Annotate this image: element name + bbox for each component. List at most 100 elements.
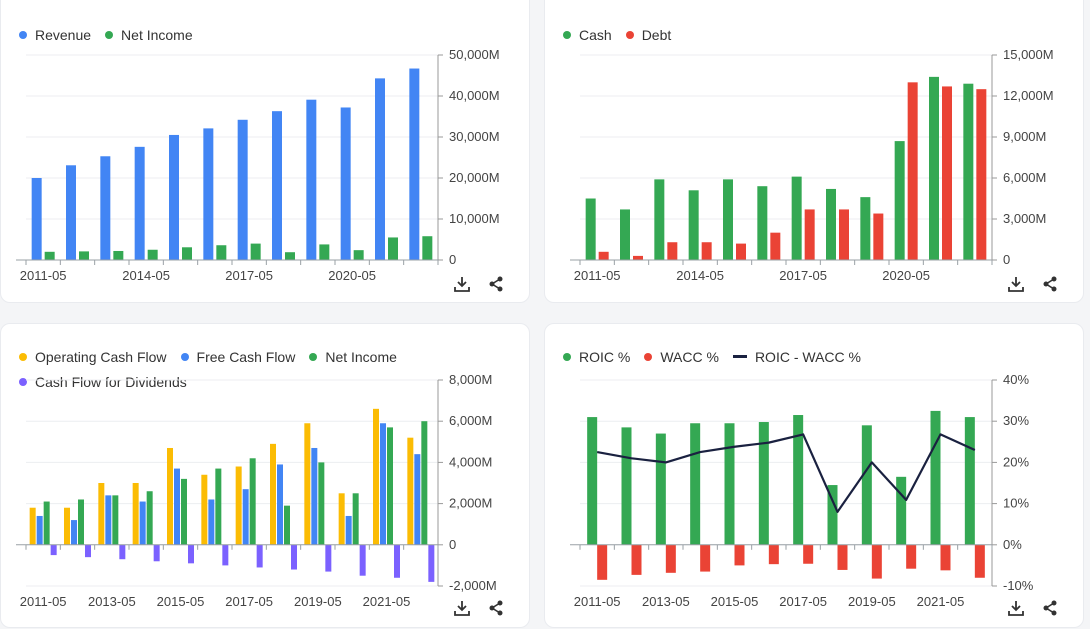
share-icon[interactable] <box>1041 599 1059 617</box>
bar <box>353 250 364 260</box>
bar <box>306 99 317 260</box>
legend: ROIC % WACC % ROIC - WACC % <box>563 344 875 369</box>
legend: Cash Debt <box>563 22 685 47</box>
legend-item-net-income[interactable]: Net Income <box>105 27 193 43</box>
bar <box>394 544 400 578</box>
x-tick-label: 2019-05 <box>294 594 342 609</box>
bar <box>930 410 941 545</box>
bar <box>827 485 838 545</box>
bar <box>976 89 987 261</box>
y-tick-label: -10% <box>1003 578 1034 593</box>
legend-item-cash[interactable]: Cash <box>563 27 612 43</box>
x-tick-label: 2021-05 <box>363 594 411 609</box>
bar <box>64 507 70 545</box>
legend-label: WACC % <box>660 348 719 365</box>
bar <box>597 544 608 580</box>
y-tick-label: 8,000M <box>449 372 492 387</box>
x-tick-label: 2021-05 <box>917 594 965 609</box>
cash-flow-chart: 8,000M 6,000M 4,000M 2,000M 0 -2,000M 2011-05 2… <box>16 372 497 609</box>
bar <box>270 443 276 545</box>
bar <box>598 251 609 260</box>
bar <box>132 483 139 545</box>
bar <box>688 190 699 260</box>
bar <box>942 86 952 260</box>
bar <box>146 491 153 545</box>
legend-item-revenue[interactable]: Revenue <box>19 27 91 43</box>
bar <box>340 107 351 260</box>
bar <box>325 544 332 572</box>
legend-item-net-income[interactable]: Net Income <box>309 349 397 365</box>
bar <box>113 250 124 260</box>
bar <box>36 515 43 545</box>
share-icon[interactable] <box>1041 275 1059 293</box>
bar <box>380 423 386 545</box>
bar <box>757 186 768 260</box>
legend-item-cash-flow-for-dividends[interactable]: Cash Flow for Dividends <box>19 374 187 390</box>
bar <box>791 176 802 260</box>
y-tick-label: 50,000M <box>449 47 500 62</box>
bar <box>345 515 352 545</box>
x-tick-label: 2014-05 <box>122 268 170 283</box>
share-icon[interactable] <box>487 599 505 617</box>
bar <box>974 544 985 578</box>
bar <box>633 255 643 260</box>
bar <box>100 156 111 260</box>
y-tick-label: 0 <box>1003 252 1010 267</box>
download-icon[interactable] <box>1007 275 1025 293</box>
bar <box>700 544 711 572</box>
legend-item-free-cash-flow[interactable]: Free Cash Flow <box>180 349 295 365</box>
legend-item-roic-minus-wacc[interactable]: ROIC - WACC % <box>732 348 861 365</box>
bar <box>826 188 836 260</box>
legend-item-debt[interactable]: Debt <box>625 26 672 43</box>
bar <box>319 244 330 260</box>
x-tick-label: 2011-05 <box>20 268 67 283</box>
legend-item-wacc[interactable]: WACC % <box>644 349 719 365</box>
bar <box>147 249 158 260</box>
bar <box>375 78 385 261</box>
y-tick-label: 0 <box>449 537 456 552</box>
legend-item-operating-cash-flow[interactable]: Operating Cash Flow <box>19 349 167 365</box>
bar <box>311 447 318 545</box>
bar <box>896 476 907 545</box>
y-tick-label: 20,000M <box>449 170 500 185</box>
x-tick-label: 2015-05 <box>157 594 205 609</box>
bar <box>929 76 939 260</box>
bar <box>50 544 57 556</box>
y-tick-label: 4,000M <box>449 454 492 469</box>
download-icon[interactable] <box>1007 599 1025 617</box>
x-tick-label: 2020-05 <box>328 268 376 283</box>
roic-wacc-panel: ROIC % WACC % ROIC - WACC % 40% 30% 20% 10%… <box>544 323 1084 628</box>
cash-debt-chart: 15,000M 12,000M 9,000M 6,000M 3,000M 0 2011-05… <box>570 47 1054 283</box>
bar <box>78 499 84 545</box>
bar <box>907 82 918 260</box>
bar <box>906 544 917 569</box>
y-tick-label: 15,000M <box>1003 47 1054 62</box>
legend-label: Cash Flow for Dividends <box>35 373 187 390</box>
legend-label: Operating Cash Flow <box>35 348 167 365</box>
bar <box>963 83 974 260</box>
legend-label: Revenue <box>35 26 92 43</box>
bar <box>407 437 414 545</box>
x-tick-label: 2019-05 <box>848 594 896 609</box>
roic-wacc-chart: 40% 30% 20% 10% 0% -10% 2011-05 2013-05 2015-05 2… <box>570 372 1034 609</box>
bar <box>167 447 173 545</box>
download-icon[interactable] <box>453 599 471 617</box>
bar <box>871 544 882 579</box>
bar <box>169 134 179 260</box>
bar <box>29 507 36 545</box>
share-icon[interactable] <box>487 275 505 293</box>
legend-label: ROIC % <box>579 348 631 365</box>
download-icon[interactable] <box>453 275 471 293</box>
y-tick-label: 10% <box>1003 496 1029 511</box>
bar <box>758 422 769 545</box>
bar <box>736 243 746 260</box>
legend-label: Debt <box>641 26 672 43</box>
bar <box>421 421 428 545</box>
x-tick-label: 2014-05 <box>676 268 724 283</box>
bar <box>690 423 701 545</box>
legend-item-roic[interactable]: ROIC % <box>563 349 630 365</box>
bar <box>631 544 642 575</box>
legend-label: ROIC - WACC % <box>754 348 861 365</box>
bar <box>654 179 665 260</box>
bar <box>250 243 261 260</box>
